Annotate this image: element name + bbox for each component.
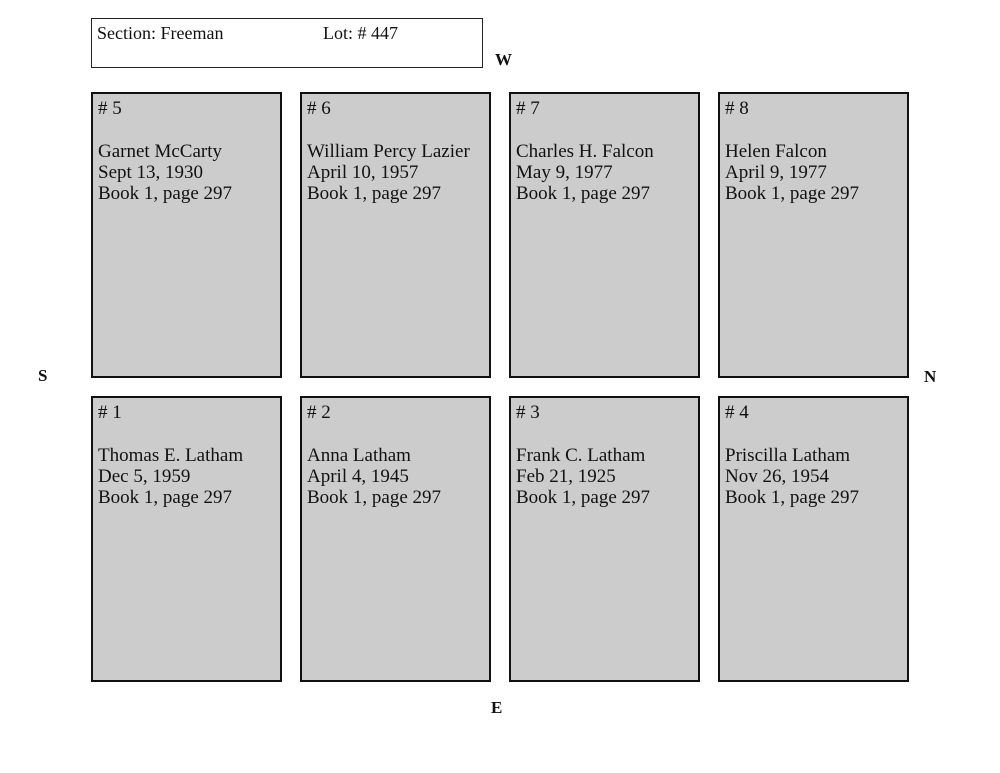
plot-date: April 4, 1945 — [307, 466, 409, 487]
plot-record: Book 1, page 297 — [98, 183, 233, 204]
plot-name: Helen Falcon — [725, 141, 827, 162]
plot-number: # 1 — [98, 402, 122, 423]
plot-number: # 7 — [516, 98, 540, 119]
plot-date: Nov 26, 1954 — [725, 466, 829, 487]
plot-name: Frank C. Latham — [516, 445, 646, 466]
south-label: S — [38, 366, 48, 385]
section-label: Section: Freeman — [97, 23, 224, 43]
plot-name: Garnet McCarty — [98, 141, 222, 162]
plot-date: May 9, 1977 — [516, 162, 613, 183]
east-label: E — [491, 698, 503, 717]
plot-number: # 8 — [725, 98, 749, 119]
plot-name: Thomas E. Latham — [98, 445, 244, 466]
plot-name: Charles H. Falcon — [516, 141, 654, 162]
plot-number: # 5 — [98, 98, 122, 119]
plot-record: Book 1, page 297 — [307, 487, 442, 508]
plot-record: Book 1, page 297 — [516, 183, 651, 204]
plot-number: # 6 — [307, 98, 331, 119]
plot-name: Anna Latham — [307, 445, 411, 466]
plot-date: April 9, 1977 — [725, 162, 827, 183]
west-label: W — [495, 50, 512, 69]
grave-plot: # 3 Frank C. Latham Feb 21, 1925 Book 1, pa… — [509, 396, 700, 682]
plot-record: Book 1, page 297 — [725, 183, 860, 204]
grave-plot: # 4 Priscilla Latham Nov 26, 1954 Book 1, p… — [718, 396, 909, 682]
plot-record: Book 1, page 297 — [98, 487, 233, 508]
plot-number: # 2 — [307, 402, 331, 423]
grave-plot: # 8 Helen Falcon April 9, 1977 Book 1, page… — [718, 92, 909, 378]
grave-plot: # 2 Anna Latham April 4, 1945 Book 1, page … — [300, 396, 491, 682]
plot-number: # 4 — [725, 402, 749, 423]
plot-date: April 10, 1957 — [307, 162, 419, 183]
plot-record: Book 1, page 297 — [725, 487, 860, 508]
plot-date: Dec 5, 1959 — [98, 466, 191, 487]
plot-date: Sept 13, 1930 — [98, 162, 204, 183]
grave-plot: # 1 Thomas E. Latham Dec 5, 1959 Book 1, pa… — [91, 396, 282, 682]
grave-plot: # 5 Garnet McCarty Sept 13, 1930 Book 1, pa… — [91, 92, 282, 378]
lot-header-box: Section: Freeman Lot: # 447 — [91, 18, 483, 68]
plot-record: Book 1, page 297 — [307, 183, 442, 204]
north-label: N — [924, 367, 937, 386]
grave-plot: # 6 William Percy Lazier April 10, 1957 Boo… — [300, 92, 491, 378]
plot-date: Feb 21, 1925 — [516, 466, 616, 487]
plot-number: # 3 — [516, 402, 540, 423]
plot-name: William Percy Lazier — [307, 141, 470, 162]
lot-label: Lot: # 447 — [323, 23, 398, 43]
grave-plot: # 7 Charles H. Falcon May 9, 1977 Book 1, p… — [509, 92, 700, 378]
plot-name: Priscilla Latham — [725, 445, 851, 466]
plot-record: Book 1, page 297 — [516, 487, 651, 508]
